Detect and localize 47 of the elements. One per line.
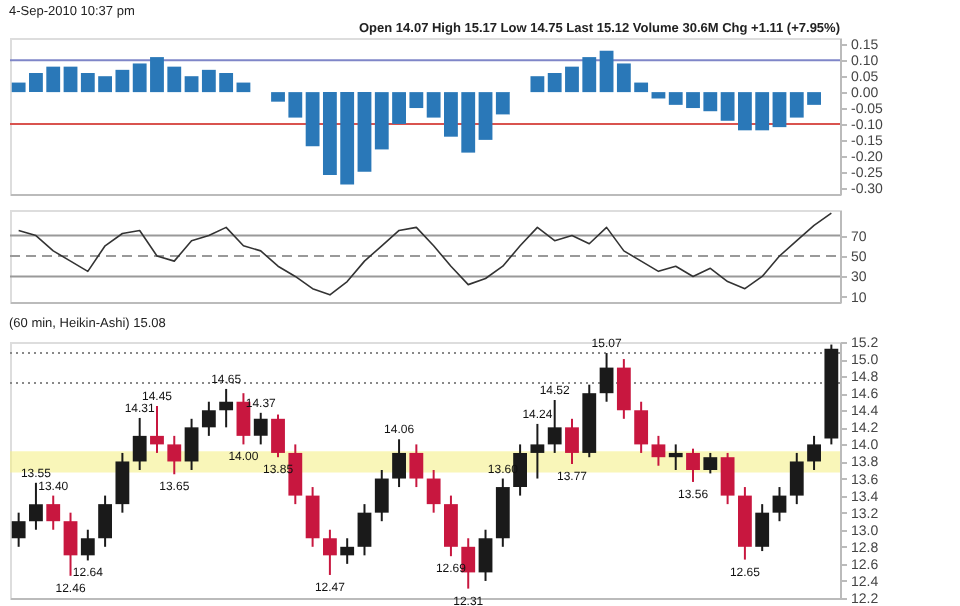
candlestick [184, 417, 199, 471]
candlestick [132, 416, 147, 471]
bar [772, 92, 787, 128]
line-series [17, 212, 833, 296]
candlestick [340, 537, 355, 565]
candlestick [253, 411, 268, 446]
candlestick [80, 528, 95, 562]
candlestick [392, 438, 406, 489]
candlestick [444, 494, 458, 558]
bar [599, 50, 614, 93]
candlestick [634, 400, 649, 454]
candlestick [686, 447, 700, 483]
candlestick [357, 503, 372, 557]
bar [495, 92, 510, 115]
candlestick [755, 503, 770, 553]
bar [63, 66, 78, 93]
candlestick [167, 434, 182, 476]
candlestick [789, 451, 804, 506]
candlestick [201, 400, 216, 437]
candlestick [29, 481, 43, 531]
candlestick [616, 358, 631, 420]
candlestick [720, 451, 735, 506]
candlestick [305, 486, 320, 548]
candlestick [46, 494, 61, 531]
bar [478, 92, 493, 140]
candlestick [426, 469, 441, 514]
candlestick [98, 494, 113, 548]
bar [530, 76, 545, 93]
bar [357, 92, 372, 172]
candlestick [322, 528, 337, 576]
candlestick [530, 422, 545, 480]
candlestick [807, 434, 821, 471]
candlestick [478, 528, 493, 582]
candlestick [565, 417, 579, 466]
candlestick [772, 486, 787, 523]
candlestick [11, 511, 26, 548]
candlestick [219, 387, 234, 429]
candlestick [651, 434, 666, 467]
candlestick [374, 469, 389, 523]
bar [184, 76, 199, 93]
candlestick [150, 405, 164, 454]
candlestick [703, 451, 718, 475]
candlestick [409, 443, 424, 489]
candlestick [668, 443, 683, 471]
candlestick [115, 451, 130, 514]
candlestick [599, 352, 614, 403]
candlestick [271, 413, 285, 459]
